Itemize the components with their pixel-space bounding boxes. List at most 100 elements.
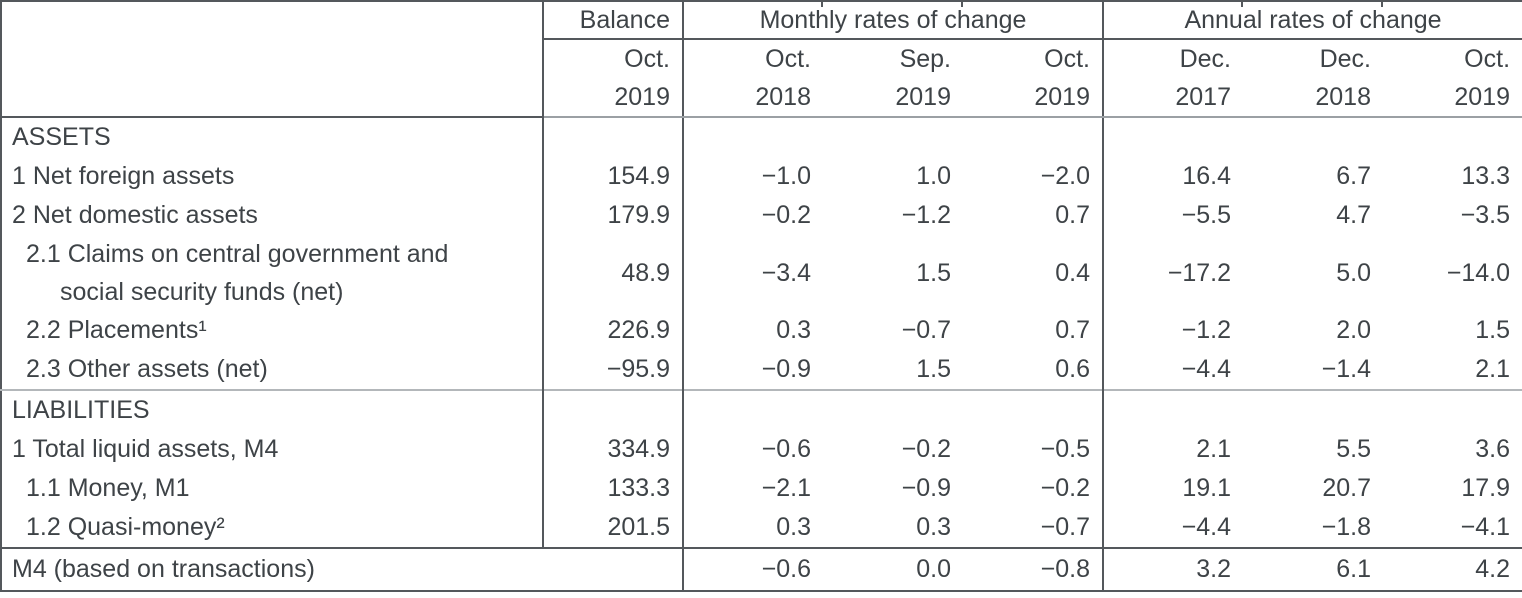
header-group-row: Balance Monthly rates of change Annual r… [1,1,1522,118]
monthly-cell: −3.4 [682,235,823,311]
monthly-cell: −1.2 [901,201,951,229]
monthly-cell: −0.2 [1040,474,1090,502]
monthly-cell: −1.0 [682,157,823,196]
annual-cell: −1.4 [1321,355,1371,383]
balance-cell: −95.9 [542,350,683,390]
annual-cell: 17.9 [1461,474,1511,502]
period-year: 2019 [1034,83,1090,111]
annual-cell: 20.7 [1322,474,1371,502]
monthly-cell: 1.0 [916,162,951,190]
row-label: 2.1 Claims on central government and soc… [1,235,543,311]
monthly-cell: −0.9 [682,350,823,390]
period-month: Oct. [1044,45,1090,73]
monthly-cell: 1.5 [916,258,951,287]
monthly-period-cell: Sep. 2019 [823,39,963,118]
annual-cell: −5.5 [1102,196,1243,235]
annual-cell [1102,389,1243,430]
balance-cell: 179.9 [542,196,683,235]
annual-cell: −3.5 [1460,201,1511,229]
header-period-row: Oct. 2019 Oct. 2018 Sep. 2019 Oct. 2019 … [1,39,1522,118]
annual-cell: 16.4 [1102,157,1243,196]
annual-cell: 2.1 [1102,430,1243,469]
row-label: 1.1 Money, M1 [26,474,190,502]
period-year: 2018 [755,83,811,111]
monthly-period-cell: Oct. 2019 [963,39,1103,118]
table-row-net-foreign-assets: 1 Net foreign assets 154.9 −1.0 1.0 −2.0… [1,157,1522,196]
balance-cell: 334.9 [542,430,683,469]
period-month: Oct. [624,45,670,73]
row-label: 2 Net domestic assets [12,201,258,229]
annual-cell: 19.1 [1102,469,1243,508]
row-label: 2.2 Placements¹ [26,316,207,344]
row-label: 2.3 Other assets (net) [26,355,268,383]
monthly-cell: 0.4 [1055,258,1090,287]
annual-cell: 2.0 [1336,316,1371,344]
monthly-cell [823,389,963,430]
table-row-claims-on-central-government: 2.1 Claims on central government and soc… [1,235,1522,311]
monthly-cell: −0.7 [901,316,951,344]
monthly-cell: 0.3 [682,508,823,548]
monthly-cell [963,117,1103,157]
monthly-cell [823,117,963,157]
annual-cell: 1.5 [1475,316,1511,344]
period-year: 2019 [895,83,951,111]
footer-row-label: M4 (based on transactions) [1,547,683,591]
annual-cell: −17.2 [1102,235,1243,311]
monthly-cell: 0.7 [1055,316,1090,344]
monthly-rates-group-header: Monthly rates of change [682,1,1103,40]
annual-period-cell: Dec. 2017 [1102,39,1243,118]
annual-rates-group-header: Annual rates of change [1101,1,1522,40]
monthly-cell: 0.3 [682,311,823,350]
header-corner-cell [1,1,543,118]
section-label: LIABILITIES [1,389,543,430]
monthly-cell: −0.2 [682,196,823,235]
section-label: ASSETS [12,123,111,151]
period-month: Oct. [765,45,811,73]
table-row-m4-based-on-transactions: M4 (based on transactions) −0.6 0.0 −0.8… [1,547,1522,591]
period-month: Dec. [1319,45,1371,73]
annual-cell: 13.3 [1461,162,1511,190]
row-label-line2: social security funds (net) [60,278,344,306]
period-month: Dec. [1179,45,1231,73]
row-label: 1.2 Quasi-money² [26,513,225,541]
period-year: 2019 [1454,83,1511,111]
monthly-cell: −0.2 [901,435,951,463]
annual-cell: −14.0 [1446,258,1511,287]
section-row-assets: ASSETS [1,117,1522,157]
monthly-cell: −0.8 [963,547,1103,591]
annual-period-cell: Dec. 2018 [1243,39,1383,118]
balance-cell: 226.9 [542,311,683,350]
monthly-cell: 0.7 [1055,201,1090,229]
annual-cell: −1.8 [1321,513,1371,541]
column-tick-mark [961,2,963,7]
balance-cell: 133.3 [542,469,683,508]
monthly-cell [682,117,823,157]
monthly-period-cell: Oct. 2018 [682,39,823,118]
balance-period-cell: Oct. 2019 [542,39,683,118]
period-month: Sep. [899,45,951,73]
row-label-line1: 2.1 Claims on central government and [26,240,449,268]
annual-cell [1383,389,1522,430]
balance-cell: 154.9 [542,157,683,196]
monthly-cell [682,389,823,430]
section-row-liabilities: LIABILITIES [1,389,1522,430]
annual-cell: −4.4 [1102,508,1243,548]
monthly-cell: 1.5 [916,355,951,383]
monthly-cell: −0.5 [1040,435,1090,463]
monthly-cell [963,389,1103,430]
column-tick-mark [821,2,823,7]
annual-cell: 6.7 [1336,162,1371,190]
table-row-money-m1: 1.1 Money, M1 133.3 −2.1 −0.9 −0.2 19.1 … [1,469,1522,508]
annual-cell: 3.6 [1475,435,1511,463]
monthly-cell: −0.9 [901,474,951,502]
annual-cell: 3.2 [1102,547,1243,591]
annual-cell: 5.0 [1336,258,1371,287]
monthly-cell: −0.7 [1040,513,1090,541]
period-year: 2019 [614,83,670,111]
monthly-cell: 0.3 [916,513,951,541]
column-tick-mark [1381,2,1383,7]
table-row-net-domestic-assets: 2 Net domestic assets 179.9 −0.2 −1.2 0.… [1,196,1522,235]
period-month: Oct. [1464,45,1511,73]
annual-cell: −4.1 [1460,513,1511,541]
